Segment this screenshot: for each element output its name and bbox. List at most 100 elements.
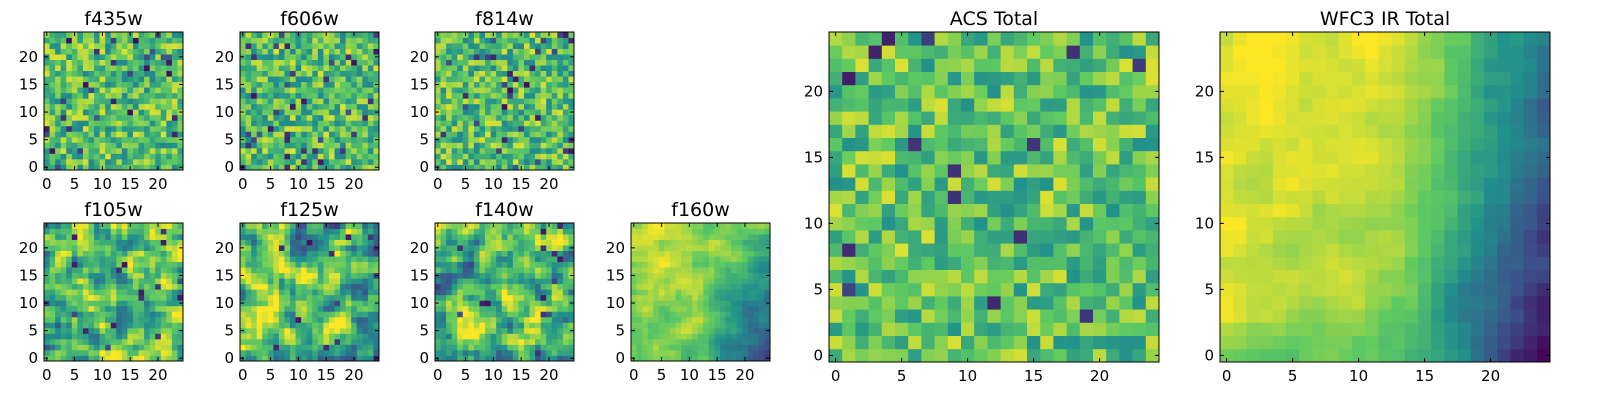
pixel-cell: [105, 153, 112, 160]
pixel-cell: [697, 228, 704, 235]
pixel-cell: [686, 250, 693, 257]
pixel-cell: [367, 87, 374, 94]
pixel-cell: [66, 333, 73, 340]
pixel-cell: [245, 65, 252, 72]
pixel-cell: [116, 261, 123, 268]
pixel-cell: [473, 164, 480, 171]
pixel-cell: [501, 37, 508, 44]
pixel-cell: [714, 256, 721, 263]
pixel-cell: [94, 228, 100, 235]
pixel-cell: [692, 272, 699, 279]
pixel-cell: [105, 300, 112, 307]
pixel-cell: [373, 349, 380, 356]
pixel-cell: [132, 114, 139, 121]
pixel-cell: [742, 305, 749, 312]
pixel-cell: [317, 136, 324, 143]
pixel-cell: [669, 289, 676, 296]
pixel-cell: [462, 37, 469, 44]
pixel-cell: [328, 142, 335, 149]
pixel-cell: [457, 333, 464, 340]
pixel-cell: [367, 272, 374, 279]
pixel-cell: [529, 125, 536, 132]
pixel-cell: [546, 131, 553, 138]
pixel-cell: [653, 349, 660, 356]
pixel-cell: [529, 43, 536, 49]
pixel-cell: [764, 256, 771, 263]
pixel-cell: [110, 109, 117, 116]
pixel-cell: [692, 305, 699, 312]
pixel-cell: [440, 283, 447, 290]
pixel-cell: [295, 48, 302, 55]
pixel-cell: [362, 142, 369, 149]
pixel-cell: [868, 296, 883, 310]
pixel-cell: [77, 76, 84, 83]
pixel-cell: [540, 136, 547, 143]
pixel-cell: [568, 289, 575, 296]
pixel-cell: [1027, 309, 1041, 323]
pixel-cell: [66, 120, 73, 127]
pixel-cell: [290, 65, 296, 72]
pixel-cell: [295, 158, 302, 165]
pixel-cell: [44, 305, 50, 312]
pixel-cell: [562, 136, 569, 143]
pixel-cell: [94, 81, 100, 88]
pixel-cell: [664, 327, 671, 334]
pixel-cell: [245, 120, 252, 127]
pixel-cell: [708, 245, 715, 251]
pixel-cell: [692, 283, 699, 290]
pixel-cell: [132, 109, 139, 116]
pixel-cell: [171, 283, 178, 290]
pixel-cell: [664, 267, 671, 274]
pixel-cell: [446, 76, 453, 83]
pixel-cell: [535, 322, 542, 329]
pixel-cell: [496, 76, 503, 83]
pixel-cell: [523, 333, 530, 340]
pixel-cell: [692, 355, 699, 362]
pixel-cell: [356, 355, 363, 362]
pixel-cell: [323, 59, 330, 66]
pixel-cell: [356, 76, 363, 83]
pixel-cell: [961, 282, 975, 297]
pixel-cell: [551, 327, 558, 334]
pixel-cell: [149, 70, 156, 77]
pixel-cell: [160, 164, 167, 171]
pixel-cell: [132, 239, 139, 246]
pixel-cell: [306, 125, 313, 132]
pixel-cell: [177, 147, 184, 154]
pixel-cell: [540, 338, 547, 345]
pixel-cell: [546, 289, 553, 296]
pixel-cell: [440, 272, 447, 279]
pixel-cell: [149, 136, 156, 143]
pixel-cell: [306, 59, 313, 66]
pixel-cell: [512, 283, 519, 290]
pixel-cell: [496, 305, 503, 312]
x-tick-label: 0: [42, 366, 52, 384]
pixel-cell: [518, 338, 525, 345]
pixel-cell: [1066, 348, 1081, 363]
pixel-cell: [435, 305, 441, 312]
pixel-cell: [440, 131, 447, 138]
pixel-cell: [334, 338, 341, 345]
pixel-cell: [334, 316, 341, 323]
pixel-cell: [77, 256, 84, 263]
pixel-cell: [512, 125, 519, 132]
pixel-cell: [451, 250, 458, 257]
pixel-cell: [507, 32, 514, 38]
pixel-cell: [312, 311, 319, 318]
pixel-cell: [686, 278, 693, 285]
pixel-cell: [485, 59, 491, 66]
pixel-cell: [312, 87, 319, 94]
pixel-cell: [323, 114, 330, 121]
pixel-cell: [568, 158, 575, 165]
pixel-cell: [345, 305, 352, 312]
pixel-cell: [714, 289, 721, 296]
pixel-cell: [345, 223, 352, 229]
pixel-cell: [961, 243, 975, 257]
pixel-cell: [518, 228, 525, 235]
pixel-cell: [446, 256, 453, 263]
pixel-cell: [507, 54, 514, 60]
pixel-cell: [473, 54, 480, 60]
pixel-cell: [485, 87, 491, 94]
pixel-cell: [284, 261, 291, 268]
